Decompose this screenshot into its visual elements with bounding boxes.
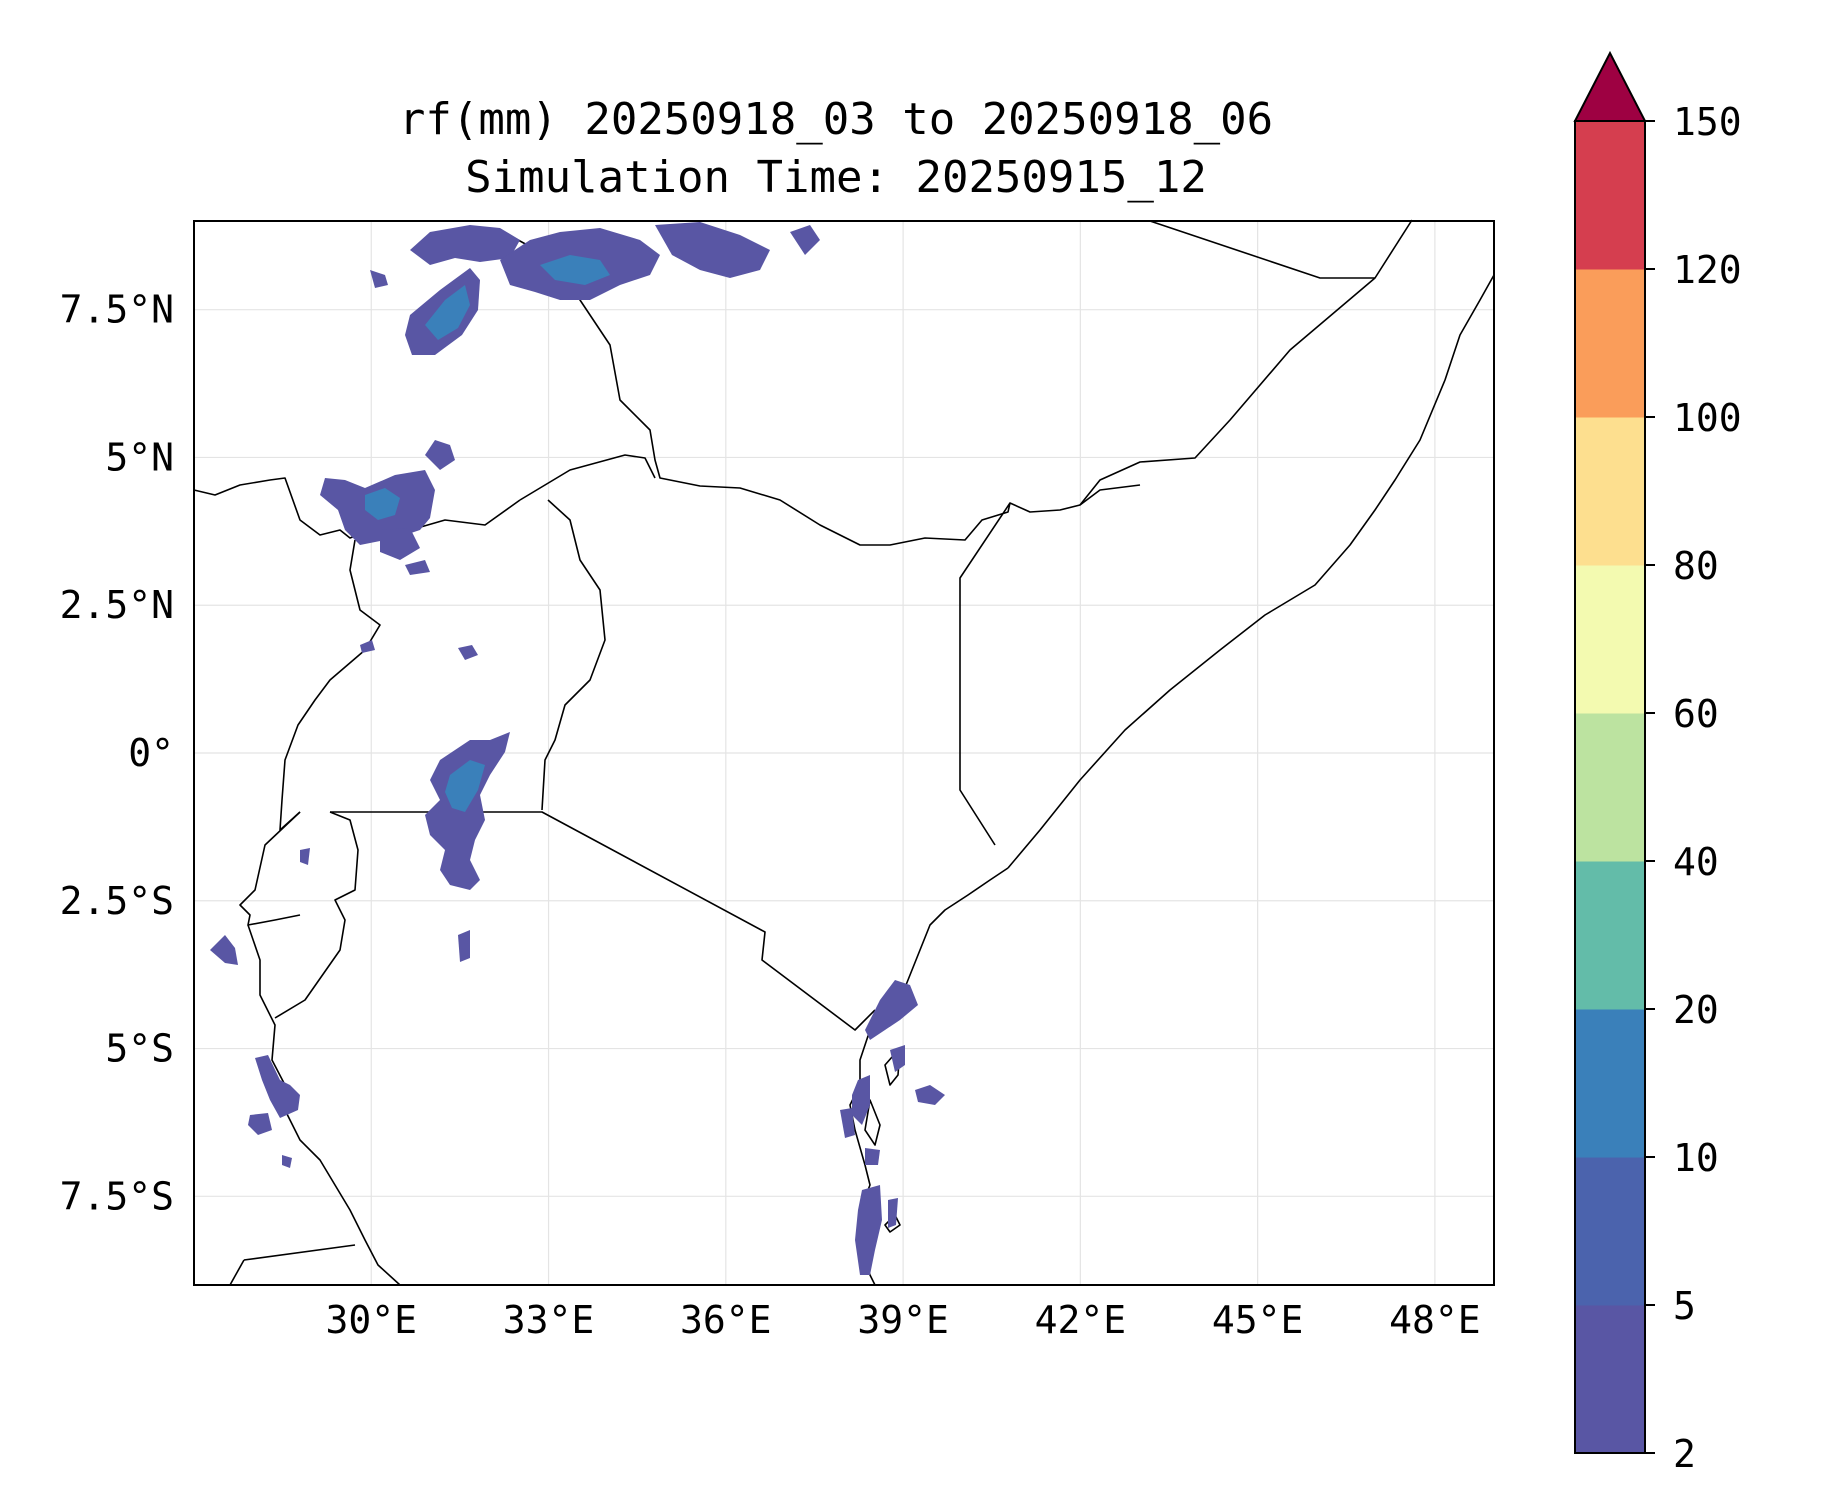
colorbar-tick-label: 2 (1673, 1432, 1696, 1476)
rain-patch (425, 440, 455, 470)
coastline-somalia (1007, 274, 1495, 869)
rain-patch (300, 848, 310, 865)
colorbar-tick-label: 5 (1673, 1284, 1696, 1328)
rain-patch (852, 1075, 870, 1125)
colorbar: 2 5 10 20 40 60 80 100 120 150 (1573, 50, 1742, 1476)
rain-patch (248, 1113, 272, 1135)
rain-patch (458, 645, 478, 660)
colorbar-tick-label: 20 (1673, 988, 1719, 1032)
border-lake-tanganyika (247, 924, 401, 1286)
colorbar-segment (1575, 121, 1645, 270)
lon-tick-label: 30°E (326, 1298, 418, 1342)
title-line1: rf(mm) 20250918_03 to 20250918_06 (399, 94, 1273, 145)
lat-tick-label: 2.5°S (60, 879, 174, 923)
border-uganda-south-sudan (193, 477, 521, 539)
border-ethiopia-east (1079, 219, 1413, 506)
colorbar-extend-arrow (1573, 50, 1647, 122)
lat-tick-label: 7.5°N (60, 288, 174, 332)
gridlines (194, 221, 1494, 1285)
colorbar-tick-label: 60 (1673, 692, 1719, 736)
colorbar-segment (1575, 713, 1645, 862)
rain-patch (540, 255, 610, 285)
rain-patch (360, 640, 375, 653)
border-ethiopia-somalia (959, 502, 1011, 846)
title-line2: Simulation Time: 20250915_12 (465, 152, 1207, 203)
map-panel: 30°E 33°E 36°E 39°E 42°E 45°E 48°E 7.5°N 5°N 2.5… (60, 219, 1495, 1342)
lon-tick-label: 33°E (503, 1298, 595, 1342)
border-rwanda-burundi (274, 811, 359, 1019)
rain-patch (255, 1055, 300, 1118)
rain-patch (890, 1045, 905, 1072)
lon-tick-label: 39°E (857, 1298, 949, 1342)
lon-tick-label: 45°E (1212, 1298, 1304, 1342)
border-uganda-drc (279, 539, 381, 831)
rain-patch (365, 488, 400, 520)
colorbar-segment (1575, 861, 1645, 1010)
lat-tick-label: 2.5°N (60, 583, 174, 627)
colorbar-tick-label: 100 (1673, 396, 1742, 440)
rain-patch (425, 732, 510, 890)
rain-patch (915, 1085, 945, 1105)
lon-tick-label: 48°E (1389, 1298, 1481, 1342)
lon-tick-label: 36°E (680, 1298, 772, 1342)
rain-patch (445, 760, 485, 812)
border-kenya-ethiopia (519, 454, 656, 501)
lat-tick-label: 5°S (105, 1027, 174, 1071)
border-zambia (243, 1244, 356, 1261)
rain-patch (425, 285, 470, 340)
colorbar-tick-label: 120 (1673, 248, 1742, 292)
rain-patch (888, 1198, 898, 1228)
rain-patch (370, 270, 388, 288)
border-eritrea-djibouti (1149, 220, 1375, 279)
rain-patch (840, 1108, 855, 1138)
colorbar-segment (1575, 269, 1645, 418)
rain-patch (380, 528, 420, 560)
island-zanzibar (864, 1099, 881, 1146)
rain-patch (855, 1185, 882, 1275)
rain-patch (655, 222, 770, 278)
rain-patch (410, 225, 520, 265)
colorbar-tick-label: 10 (1673, 1136, 1719, 1180)
rain-patch (405, 560, 430, 575)
rain-patch (865, 980, 918, 1040)
lat-tick-label: 0° (128, 731, 174, 775)
colorbar-tick-label: 80 (1673, 544, 1719, 588)
lat-tick-label: 7.5°S (60, 1174, 174, 1218)
rainfall-patches (210, 222, 945, 1275)
colorbar-tick-label: 150 (1673, 100, 1742, 144)
border-rwanda (239, 811, 301, 926)
colorbar-segment (1575, 1305, 1645, 1454)
rain-patch (210, 935, 238, 965)
colorbar-frame (1574, 120, 1646, 1454)
colorbar-segment (1575, 565, 1645, 714)
rain-patch (458, 930, 470, 962)
rain-patch (790, 225, 820, 255)
border-tanzania-north (330, 811, 876, 1031)
rain-patch (865, 1148, 880, 1165)
rain-patch (282, 1155, 292, 1168)
border-south-west (229, 1259, 245, 1286)
colorbar-segment (1575, 417, 1645, 566)
colorbar-segment (1575, 1009, 1645, 1158)
border-uganda-kenya (541, 499, 606, 811)
lon-tick-labels: 30°E 33°E 36°E 39°E 42°E 45°E 48°E (326, 1298, 1481, 1342)
country-borders (193, 219, 1495, 1286)
colorbar-tick-label: 40 (1673, 840, 1719, 884)
map-frame (193, 220, 1495, 1286)
lat-tick-label: 5°N (105, 435, 174, 479)
colorbar-segment (1575, 1157, 1645, 1306)
lon-tick-label: 42°E (1035, 1298, 1127, 1342)
border-south-sudan-north (499, 229, 1141, 546)
lat-tick-labels: 7.5°N 5°N 2.5°N 0° 2.5°S 5°S 7.5°S (60, 288, 174, 1219)
